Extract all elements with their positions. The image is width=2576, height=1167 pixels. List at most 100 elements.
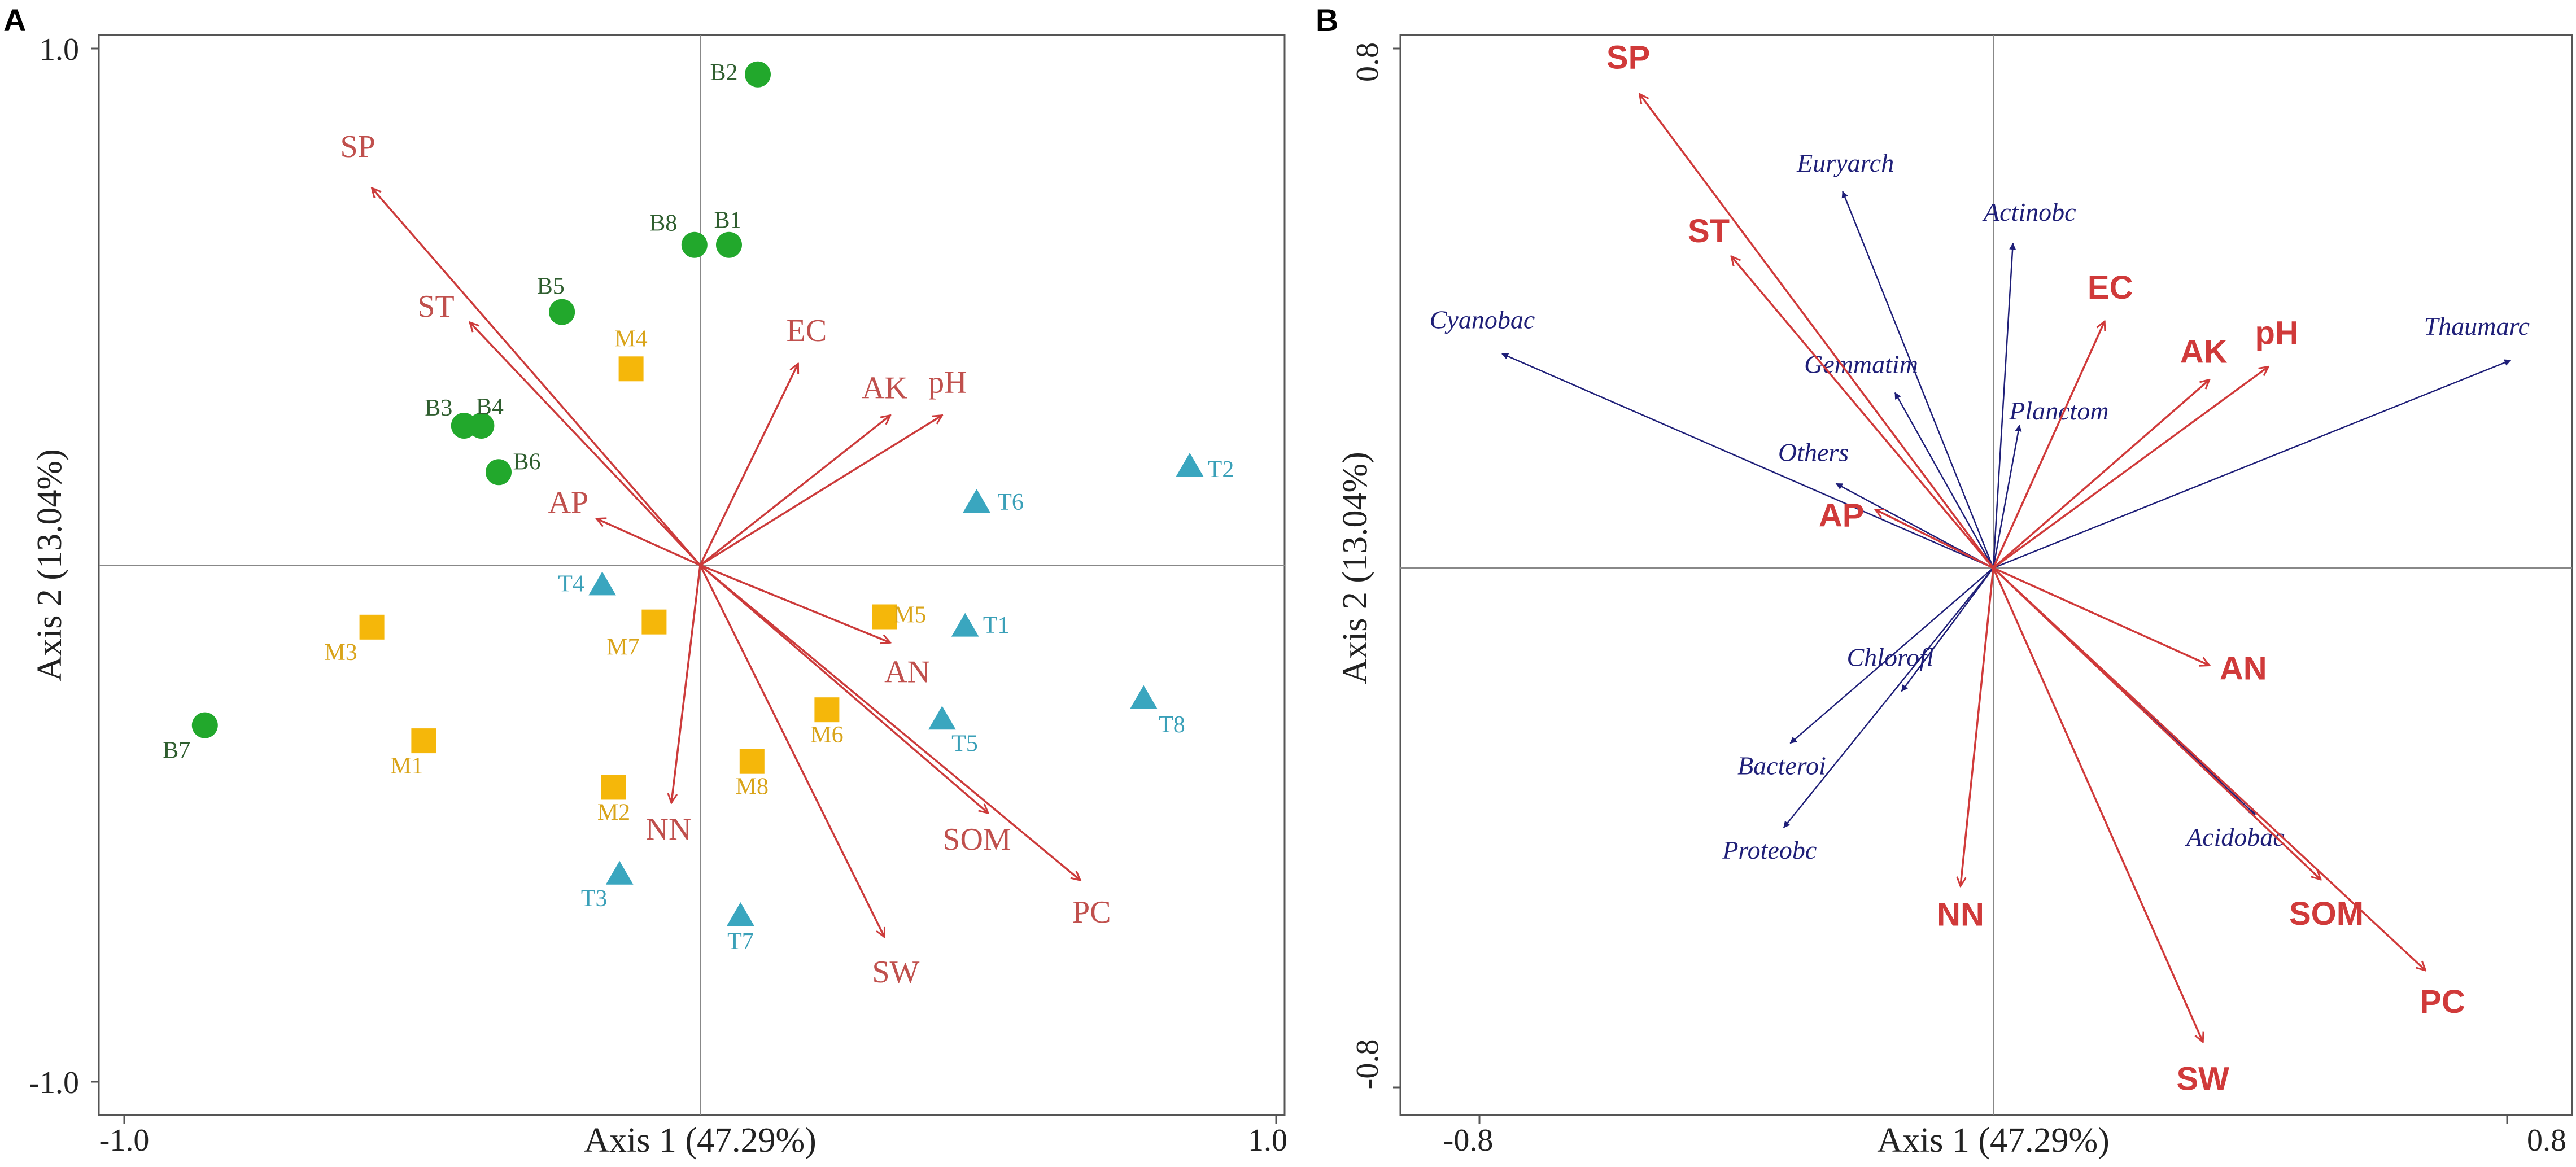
point-label-m5: M5 <box>893 602 926 628</box>
point-b7 <box>191 712 218 738</box>
taxa-label-euryarch: Euryarch <box>1796 148 1894 177</box>
point-t5 <box>928 706 956 730</box>
env-arrow-ap <box>1875 508 1994 569</box>
vector-label-st: ST <box>417 289 454 324</box>
vector-arrow-an <box>700 564 890 642</box>
point-label-b1: B1 <box>714 208 741 234</box>
panel-a-y-axis-label: Axis 2 (13.04%) <box>30 449 69 681</box>
panel-a-x-tick-label: 1.0 <box>1248 1123 1287 1158</box>
panel-b-y-tick-label: 0.8 <box>1350 42 1385 82</box>
panel-b-frame <box>1399 34 2573 1116</box>
env-label-sw: SW <box>2176 1061 2229 1098</box>
vector-label-som: SOM <box>942 822 1011 857</box>
point-label-m3: M3 <box>324 640 357 666</box>
point-label-b2: B2 <box>710 60 737 86</box>
point-label-m4: M4 <box>614 326 647 352</box>
taxa-label-actinobc: Actinobc <box>1982 198 2076 226</box>
taxa-arrow-gemmatim <box>1894 392 1994 569</box>
point-label-b5: B5 <box>537 274 565 300</box>
taxa-arrow-euryarch <box>1841 191 1994 569</box>
taxa-label-acidobac: Acidobac <box>2185 823 2285 851</box>
point-m8 <box>739 749 765 774</box>
env-label-ap: AP <box>1819 497 1865 534</box>
env-label-pc: PC <box>2420 984 2465 1020</box>
point-label-m7: M7 <box>606 635 639 661</box>
vector-arrow-sw <box>699 565 885 937</box>
panel-b-x-tick-label: -0.8 <box>1443 1123 1494 1158</box>
vector-arrow-ak <box>699 416 890 566</box>
point-t1 <box>951 613 979 637</box>
point-label-m2: M2 <box>597 799 630 825</box>
vector-arrow-ph <box>700 416 942 566</box>
point-m2 <box>601 775 626 800</box>
env-arrow-st <box>1731 256 1994 569</box>
panel-a-y-tick-label: -1.0 <box>29 1065 79 1100</box>
env-arrow-ec <box>1992 321 2105 569</box>
env-label-st: ST <box>1688 213 1730 250</box>
vector-label-ph: pH <box>928 365 967 400</box>
panel-b-y-tick-label: -0.8 <box>1350 1039 1385 1090</box>
env-arrow-pc <box>1992 567 2426 971</box>
vector-label-an: AN <box>884 654 930 689</box>
point-label-b6: B6 <box>513 449 540 475</box>
taxa-arrow-actinobc <box>1992 243 2016 569</box>
point-b1 <box>716 231 742 258</box>
panel-a-frame <box>98 34 1286 1116</box>
point-m7 <box>641 609 667 635</box>
point-t6 <box>963 489 990 513</box>
point-label-t2: T2 <box>1208 457 1234 483</box>
taxa-label-others: Others <box>1778 438 1849 467</box>
point-label-b8: B8 <box>649 211 677 237</box>
vector-arrow-som <box>699 564 988 813</box>
taxa-arrow-proteobc <box>1783 567 1994 828</box>
point-t4 <box>588 571 616 596</box>
panel-a-x-axis-label: Axis 1 (47.29%) <box>584 1121 817 1160</box>
point-label-t7: T7 <box>727 929 754 955</box>
taxa-label-bacteroi: Bacteroi <box>1737 751 1826 780</box>
env-arrow-sp <box>1640 94 1994 569</box>
vector-label-sw: SW <box>872 955 919 990</box>
env-arrow-sw <box>1992 567 2203 1042</box>
panel-b-env-vectors: SP ST AP EC AK pH AN NN SOM PC SW <box>1606 40 2465 1098</box>
panel-b-label: B <box>1316 2 1338 38</box>
env-label-sp: SP <box>1606 40 1650 76</box>
panel-b: B -0.8 0.8 0.8 -0.8 Axis 1 (47.29%) Axis… <box>1316 2 2573 1160</box>
point-b2 <box>745 61 771 88</box>
point-label-m8: M8 <box>736 774 769 800</box>
point-m5 <box>872 604 897 630</box>
taxa-label-cyanobac: Cyanobac <box>1430 305 1535 334</box>
vector-arrow-ap <box>596 519 701 566</box>
point-label-b3: B3 <box>425 395 452 421</box>
point-label-m1: M1 <box>390 753 423 779</box>
point-label-t6: T6 <box>997 489 1024 515</box>
point-m3 <box>359 614 385 640</box>
point-t2 <box>1176 452 1204 477</box>
point-label-t8: T8 <box>1159 712 1185 738</box>
point-m6 <box>814 697 840 723</box>
env-arrow-ak <box>1992 380 2210 569</box>
point-label-b7: B7 <box>163 738 190 764</box>
point-t3 <box>605 860 634 885</box>
vector-label-nn: NN <box>646 812 692 847</box>
taxa-arrow-chlorofl <box>1901 567 1994 692</box>
panel-b-y-axis-label: Axis 2 (13.04%) <box>1336 452 1374 684</box>
vector-label-ec: EC <box>787 313 827 348</box>
env-label-ph: pH <box>2255 315 2299 352</box>
env-label-ak: AK <box>2180 334 2228 370</box>
point-label-t1: T1 <box>983 613 1010 639</box>
taxa-label-planctom: Planctom <box>2009 396 2108 425</box>
point-label-t3: T3 <box>581 886 608 912</box>
env-label-an: AN <box>2220 650 2267 687</box>
point-label-t5: T5 <box>951 731 978 757</box>
env-label-som: SOM <box>2289 895 2364 932</box>
vector-label-pc: PC <box>1072 895 1111 930</box>
panel-b-x-axis-label: Axis 1 (47.29%) <box>1877 1121 2110 1160</box>
panel-a-points: B2 B8 B1 B5 B3 B4 B6 B7 M4 M3 M7 M5 M6 M1 M2 M8 T2 T6 T4 T1… <box>163 60 1234 955</box>
taxa-arrow-cyanobac <box>1501 353 1994 569</box>
taxa-arrow-bacteroi <box>1789 567 1994 744</box>
env-label-nn: NN <box>1937 897 1984 933</box>
env-arrow-nn <box>1961 567 1994 886</box>
env-arrow-ph <box>1992 367 2268 569</box>
vector-arrow-ec <box>699 364 798 566</box>
